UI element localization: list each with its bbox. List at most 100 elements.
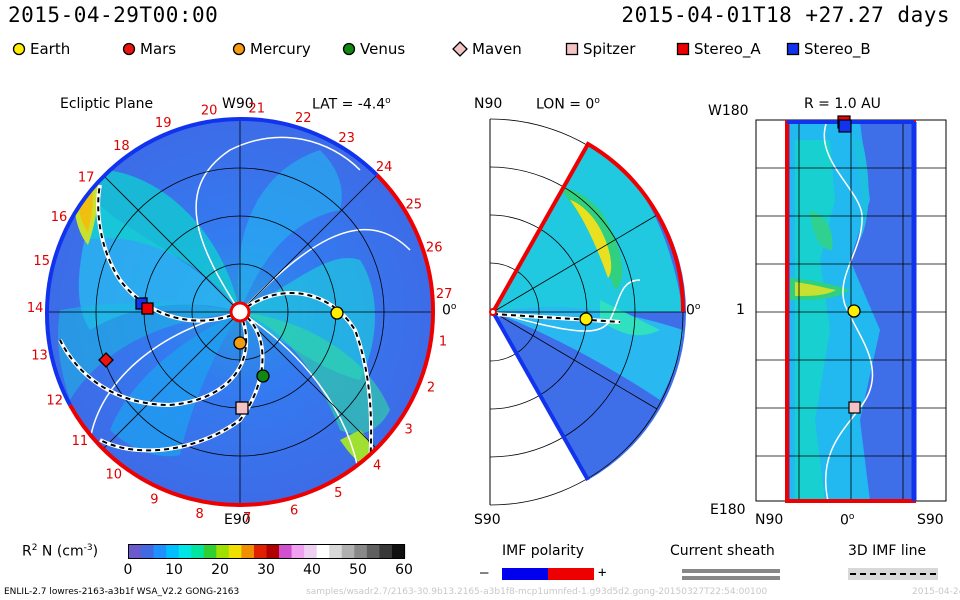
radial-plot — [755, 115, 947, 503]
colorbar-cell — [304, 544, 318, 559]
colorbar-cell — [354, 544, 368, 559]
legend-venus: Venus — [342, 38, 405, 60]
colorbar-cell — [228, 544, 243, 559]
legend-mars: Mars — [122, 38, 176, 60]
radial-y-bottom: E180 — [710, 502, 746, 518]
radial-x-right: S90 — [917, 512, 944, 528]
venus-marker — [256, 369, 270, 383]
stereo-b-marker-icon — [786, 42, 800, 56]
colorbar-cell — [279, 544, 293, 559]
carrington-label: 19 — [155, 116, 172, 131]
colorbar-cell — [316, 544, 330, 559]
imf-polarity-positive — [548, 568, 594, 580]
body-legend: Earth Mars Mercury Venus Maven Spitzer S… — [0, 38, 960, 60]
carrington-label: 9 — [150, 492, 158, 507]
carrington-label: 17 — [78, 171, 95, 186]
colorbar-label: R2 N (cm-3) — [22, 543, 99, 560]
radial-y-mid: 1 — [736, 302, 745, 318]
colorbar-cell — [141, 544, 155, 559]
radial-title: R = 1.0 AU — [804, 96, 881, 112]
radial-y-top: W180 — [708, 103, 749, 119]
radial-x-left: N90 — [755, 512, 784, 528]
imf-polarity-plus: + — [598, 565, 607, 581]
carrington-label: 4 — [373, 458, 381, 473]
colorbar-cell — [266, 544, 280, 559]
colorbar-tick-label: 0 — [123, 562, 133, 578]
carrington-label: 3 — [404, 423, 412, 438]
carrington-label: 6 — [290, 504, 298, 519]
radial-x-mid: 0o — [840, 512, 855, 529]
colorbar-cell — [241, 544, 255, 559]
colorbar-cell — [329, 544, 343, 559]
colorbar-ticks: 0 10 20 30 40 50 60 — [124, 562, 413, 580]
radial-stereo-b-marker — [838, 119, 852, 133]
colorbar-cell — [291, 544, 305, 559]
radial-spitzer-marker — [848, 401, 861, 414]
carrington-label: 16 — [51, 210, 68, 225]
colorbar-cell — [253, 544, 268, 559]
colorbar-cell — [379, 544, 393, 559]
colorbar-tick-label: 30 — [257, 562, 275, 578]
ecliptic-right-label: 0o — [442, 302, 457, 319]
colorbar-tick-label: 40 — [303, 562, 321, 578]
ecliptic-title: Ecliptic Plane — [60, 96, 154, 112]
carrington-label: 20 — [201, 103, 218, 118]
legend-spitzer: Spitzer — [565, 38, 635, 60]
colorbar-cell — [203, 544, 217, 559]
earth-marker-icon — [12, 42, 26, 56]
carrington-label: 22 — [295, 111, 312, 126]
footer-date: 2015-04-24 — [912, 587, 960, 597]
colorbar-cell — [166, 544, 180, 559]
carrington-label: 18 — [113, 139, 130, 154]
carrington-label: 5 — [334, 486, 342, 501]
ecliptic-top-label: W90 — [222, 96, 254, 112]
imf-polarity-title: IMF polarity — [502, 543, 585, 559]
colorbar-tick-label: 50 — [349, 562, 367, 578]
carrington-label: 21 — [248, 102, 265, 117]
carrington-label: 1 — [439, 335, 447, 350]
meridional-right-label: 0o — [686, 302, 701, 319]
colorbar-cell — [216, 544, 230, 559]
earth-marker — [330, 306, 344, 320]
carrington-label: 10 — [106, 468, 123, 483]
carrington-label: 8 — [196, 507, 204, 522]
carrington-label: 14 — [27, 301, 44, 316]
colorbar-cell — [366, 544, 381, 559]
imf-polarity-minus: – — [480, 565, 489, 581]
meridional-plot — [489, 118, 686, 506]
sun-marker-icon — [229, 301, 251, 323]
footer-model: ENLIL-2.7 lowres-2163-a3b1f WSA_V2.2 GON… — [4, 587, 240, 597]
imf-line-sample — [848, 568, 938, 580]
spitzer-marker — [235, 401, 249, 415]
footer-path: samples/wsadr2.7/2163-30.9b13.2165-a3b1f… — [306, 587, 768, 597]
venus-marker-icon — [342, 42, 356, 56]
stereo-a-marker-icon — [676, 42, 690, 56]
ecliptic-lat-label: LAT = -4.4o — [312, 96, 391, 113]
carrington-label: 7 — [243, 511, 251, 526]
legend-mercury: Mercury — [232, 38, 311, 60]
model-time: 2015-04-29T00:00 — [8, 3, 219, 27]
ecliptic-bottom-label: E90 — [224, 512, 251, 528]
carrington-label: 26 — [426, 240, 443, 255]
legend-stereo-a: Stereo_A — [676, 38, 761, 60]
carrington-label: 25 — [406, 197, 423, 212]
imf-line-title: 3D IMF line — [848, 543, 927, 559]
imf-polarity-negative — [502, 568, 548, 580]
colorbar-cell — [191, 544, 205, 559]
current-sheath-line-1 — [682, 569, 780, 573]
colorbar-cell — [178, 544, 192, 559]
carrington-label: 15 — [33, 254, 50, 269]
colorbar-cell — [128, 544, 142, 559]
mercury-marker-icon — [232, 42, 246, 56]
carrington-label: 23 — [338, 131, 355, 146]
carrington-label: 2 — [427, 381, 435, 396]
colorbar-tick-label: 20 — [211, 562, 229, 578]
carrington-label: 12 — [46, 394, 63, 409]
carrington-label: 27 — [436, 287, 453, 302]
carrington-label: 13 — [31, 349, 48, 364]
stereo-a-marker — [141, 302, 154, 315]
colorbar-tick-label: 10 — [165, 562, 183, 578]
spitzer-marker-icon — [565, 42, 579, 56]
radial-earth-marker — [847, 304, 861, 318]
